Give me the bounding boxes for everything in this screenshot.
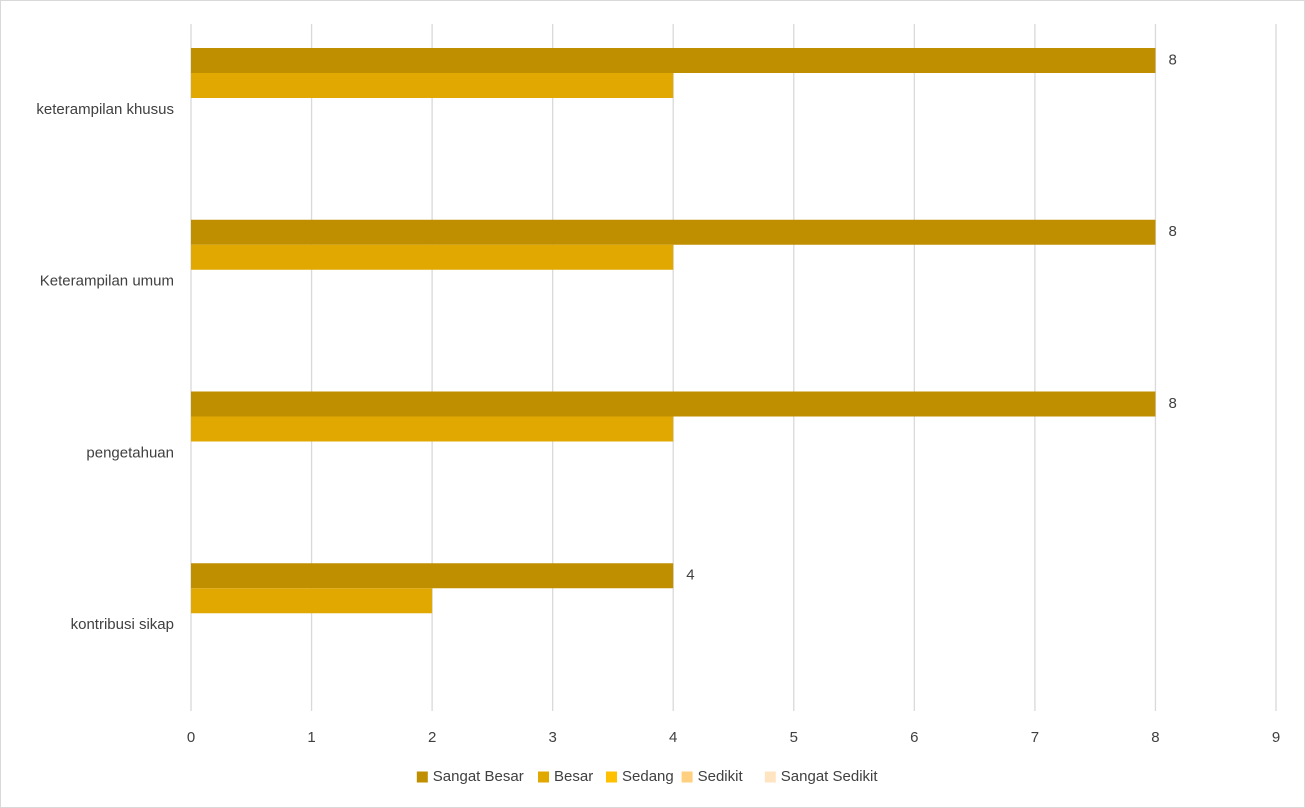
x-tick-label: 1 xyxy=(307,729,315,746)
legend-swatch xyxy=(538,771,549,783)
bar-sangat-besar xyxy=(191,48,1156,73)
legend-label: Sangat Sedikit xyxy=(781,768,879,785)
category-axis: keterampilan khusus Keterampilan umum peng… xyxy=(36,101,174,633)
bar-besar xyxy=(191,588,433,614)
data-label: 8 xyxy=(1168,395,1176,412)
legend-label: Besar xyxy=(554,768,593,785)
legend-label: Sedikit xyxy=(698,768,744,785)
data-label: 4 xyxy=(686,567,694,584)
category-label: keterampilan khusus xyxy=(36,101,174,118)
legend: Sangat Besar Besar Sedang Sedikit Sangat Sed… xyxy=(416,768,879,785)
bar-besar xyxy=(191,244,674,270)
legend-label: Sedang xyxy=(622,768,674,785)
bar-sangat-besar xyxy=(191,219,1156,245)
legend-swatch xyxy=(416,771,428,783)
x-tick-label: 5 xyxy=(790,729,798,746)
legend-label: Sangat Besar xyxy=(433,768,524,785)
x-tick-label: 6 xyxy=(910,729,918,746)
legend-swatch xyxy=(681,771,693,783)
legend-swatch xyxy=(764,771,776,783)
x-tick-label: 3 xyxy=(548,729,556,746)
category-label: pengetahuan xyxy=(86,444,174,461)
category-label: Keterampilan umum xyxy=(40,273,174,290)
bar-besar xyxy=(191,73,674,98)
x-axis: 0 1 2 3 4 5 6 7 8 9 xyxy=(187,729,1280,746)
data-label: 8 xyxy=(1168,51,1176,68)
legend-swatch xyxy=(606,771,617,783)
x-tick-label: 2 xyxy=(428,729,436,746)
x-tick-label: 9 xyxy=(1272,729,1280,746)
x-tick-label: 8 xyxy=(1151,729,1159,746)
gridlines xyxy=(190,24,1277,711)
bar-sangat-besar xyxy=(191,563,674,589)
data-labels: 8 8 8 4 xyxy=(686,51,1177,583)
x-tick-label: 0 xyxy=(187,729,195,746)
bar-sangat-besar xyxy=(191,391,1156,417)
bar-besar xyxy=(191,416,674,442)
bars xyxy=(191,48,1156,614)
category-label: kontribusi sikap xyxy=(71,616,174,633)
x-tick-label: 4 xyxy=(669,729,677,746)
x-tick-label: 7 xyxy=(1031,729,1039,746)
data-label: 8 xyxy=(1168,223,1176,240)
